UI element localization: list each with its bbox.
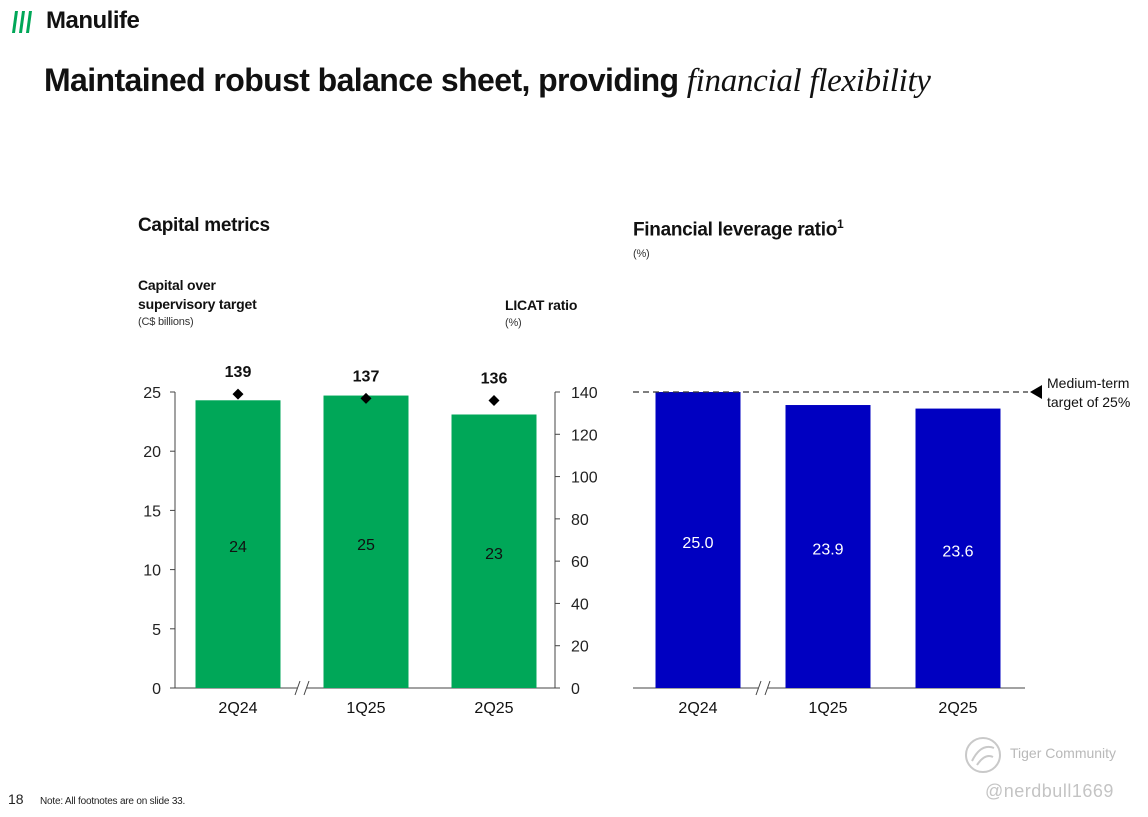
capital-axis-label: Capital over supervisory target (C$ bill…: [138, 276, 257, 328]
licat-label: LICAT ratio: [505, 297, 578, 313]
leverage-category-label: 1Q25: [808, 700, 847, 717]
leverage-title-text: Financial leverage ratio: [633, 219, 837, 241]
leverage-bar-value-label: 23.6: [942, 543, 973, 560]
capital-right-tick-label: 120: [571, 427, 598, 444]
capital-bar-value-label: 23: [485, 546, 503, 563]
licat-ratio-marker: [232, 388, 244, 400]
target-pointer-icon: [1030, 385, 1042, 399]
capital-label-line1: Capital over: [138, 277, 216, 293]
capital-left-tick-label: 20: [143, 444, 161, 461]
page-number: 18: [8, 791, 24, 807]
licat-ratio-marker: [488, 394, 500, 406]
brand-name: Manulife: [46, 7, 140, 34]
capital-bar: [451, 414, 537, 688]
capital-left-tick-label: 15: [143, 503, 161, 520]
capital-right-tick-label: 140: [571, 385, 598, 402]
capital-axis-break-mark: [294, 680, 301, 696]
licat-ratio-label: 137: [353, 368, 380, 385]
capital-category-label: 2Q25: [474, 700, 513, 717]
target-label-line1: Medium-term: [1047, 375, 1129, 391]
licat-ratio-marker: [360, 392, 372, 404]
page-title-italic: financial flexibility: [686, 63, 931, 99]
leverage-unit: (%): [633, 248, 650, 260]
leverage-chart: 25.0 2Q24 23.9 1Q25 23.6 2Q25 Medium-term targe…: [633, 375, 1130, 717]
licat-unit: (%): [505, 317, 522, 329]
capital-bar-value-label: 24: [229, 539, 247, 556]
capital-left-tick-label: 0: [152, 681, 161, 698]
page-title-main: Maintained robust balance sheet, providi…: [44, 62, 679, 98]
capital-category-label: 2Q24: [218, 700, 257, 717]
capital-category-label: 1Q25: [346, 700, 385, 717]
capital-label-line2: supervisory target: [138, 296, 257, 312]
footnote: Note: All footnotes are on slide 33.: [40, 796, 186, 807]
watermark-handle: @nerdbull1669: [985, 781, 1114, 801]
leverage-bar: [785, 405, 871, 688]
leverage-axis-break-mark: [755, 680, 762, 696]
licat-axis-label: LICAT ratio (%): [505, 296, 577, 329]
leverage-category-label: 2Q25: [938, 700, 977, 717]
leverage-axis-break-mark: [764, 680, 771, 696]
tiger-community-logo-icon: [965, 737, 1001, 773]
capital-right-tick-label: 0: [571, 681, 580, 698]
capital-unit: (C$ billions): [138, 316, 194, 328]
capital-bar: [195, 400, 281, 688]
leverage-bar-value-label: 23.9: [812, 542, 843, 559]
capital-axis-break-gap: [297, 680, 307, 696]
capital-right-tick-label: 20: [571, 639, 589, 656]
capital-left-tick-label: 25: [143, 385, 161, 402]
leverage-title: Financial leverage ratio1: [633, 217, 844, 241]
brand: Manulife: [10, 6, 140, 36]
capital-right-tick-label: 40: [571, 596, 589, 613]
leverage-category-label: 2Q24: [678, 700, 717, 717]
capital-chart: 0 5 10 15 20 25 0 20 40 60 80 100 120 140 24 139 2Q24 25 1…: [143, 364, 598, 717]
leverage-bar-value-label: 25.0: [682, 535, 713, 552]
page-title: Maintained robust balance sheet, providi…: [44, 62, 931, 100]
licat-ratio-label: 139: [225, 364, 252, 381]
capital-right-tick-label: 80: [571, 512, 589, 529]
licat-ratio-label: 136: [481, 370, 508, 387]
capital-bar: [323, 395, 409, 688]
leverage-title-sup: 1: [837, 217, 844, 231]
target-label-line2: target of 25%: [1047, 394, 1130, 410]
capital-left-tick-label: 5: [152, 622, 161, 639]
capital-right-tick-label: 100: [571, 470, 598, 487]
capital-bar-value-label: 25: [357, 537, 375, 554]
leverage-bar: [915, 408, 1001, 688]
leverage-bar: [655, 392, 741, 688]
capital-right-tick-label: 60: [571, 554, 589, 571]
watermark-community: Tiger Community: [1010, 745, 1117, 761]
capital-left-tick-label: 10: [143, 563, 161, 580]
leverage-axis-break-gap: [758, 680, 768, 696]
capital-metrics-title: Capital metrics: [138, 215, 270, 236]
manulife-logo-icon: [12, 11, 32, 33]
capital-axis-break-mark: [303, 680, 310, 696]
